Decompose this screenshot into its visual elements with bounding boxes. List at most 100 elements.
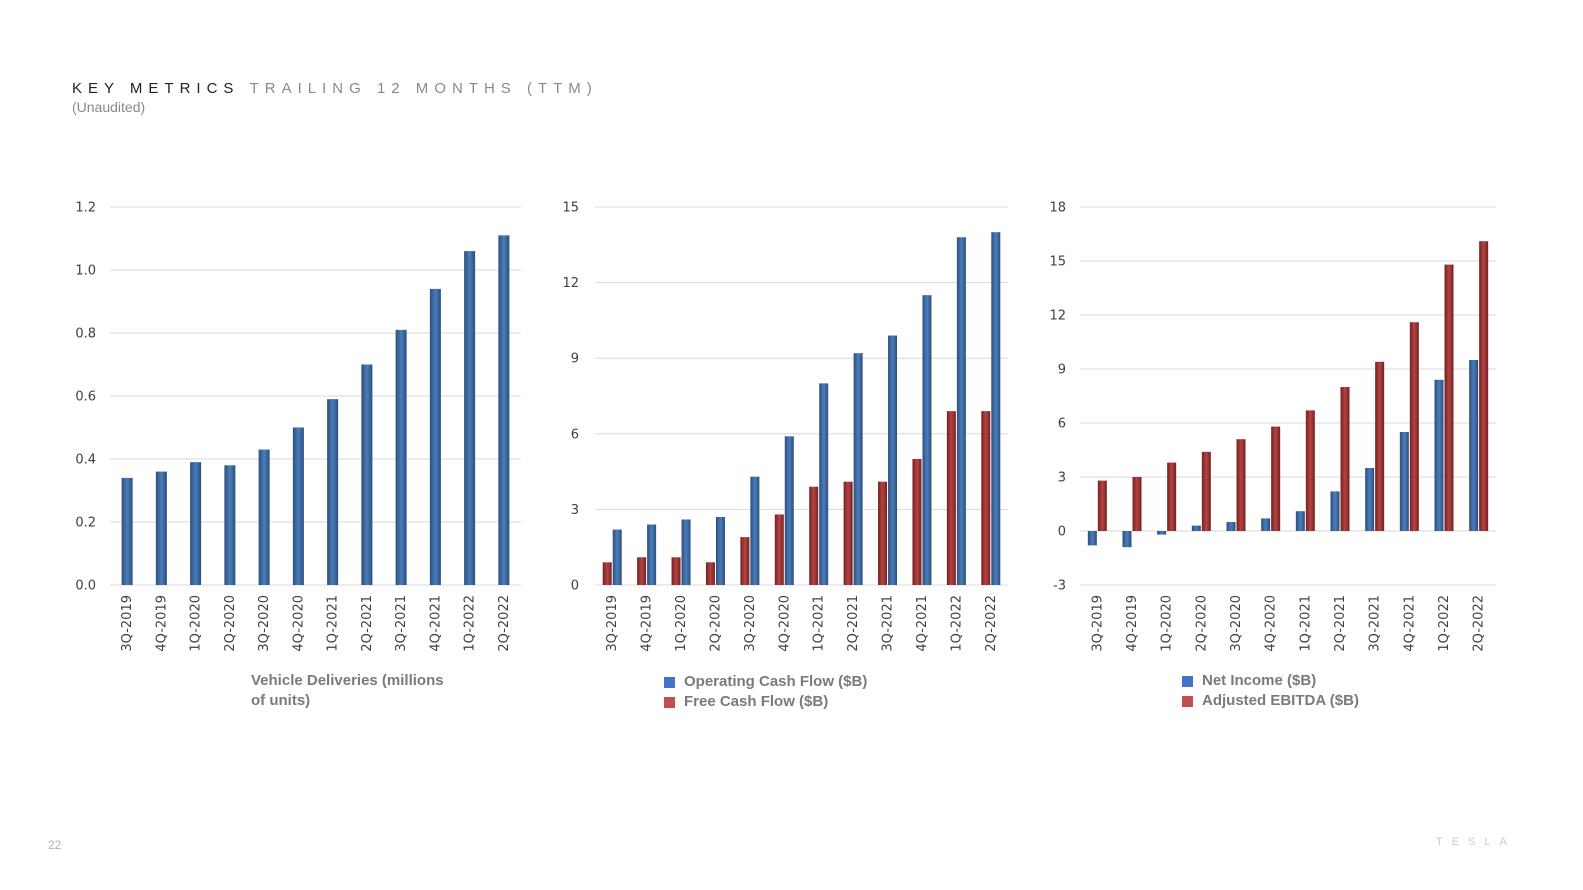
bar-series-2: [809, 486, 819, 585]
x-tick-label: 4Q-2019: [154, 595, 169, 652]
y-tick-label: 1.0: [75, 264, 96, 279]
bar-series-2: [1201, 451, 1211, 531]
bar-series-1: [1295, 511, 1305, 531]
bar-series-2: [1132, 477, 1142, 531]
bar-series-2: [602, 562, 612, 585]
legend-swatch-blue: [664, 676, 675, 688]
y-tick-label: 9: [571, 352, 579, 367]
x-tick-label: 2Q-2020: [708, 595, 723, 652]
y-tick-label: 0: [1058, 525, 1066, 540]
legend-deliveries-line2: of units): [251, 692, 311, 709]
x-tick-label: 3Q-2020: [257, 595, 272, 652]
bar-series-1: [991, 232, 1001, 585]
bar-series-1: [224, 465, 236, 585]
bar-series-1: [498, 235, 510, 585]
y-tick-label: -3: [1053, 579, 1066, 594]
bar-series-1: [1399, 432, 1409, 531]
bar-series-1: [121, 477, 133, 585]
x-tick-label: 4Q-2021: [915, 595, 930, 652]
x-tick-label: 2Q-2020: [1194, 595, 1209, 652]
bar-series-1: [464, 251, 476, 585]
x-tick-label: 1Q-2021: [326, 595, 341, 652]
y-tick-label: 18: [1049, 201, 1066, 216]
x-tick-label: 4Q-2021: [428, 595, 443, 652]
x-tick-label: 4Q-2020: [291, 595, 306, 652]
y-tick-label: 15: [1049, 255, 1066, 270]
x-tick-label: 2Q-2021: [360, 595, 375, 652]
bar-series-1: [327, 399, 339, 585]
legend-label: Net Income ($B): [1202, 672, 1317, 689]
legend-item-net-income: Net Income ($B): [1182, 671, 1359, 691]
bar-series-1: [750, 476, 760, 585]
bar-series-1: [258, 449, 270, 585]
x-tick-label: 2Q-2022: [497, 595, 512, 652]
legend-swatch-red: [1182, 695, 1193, 707]
bar-series-2: [1305, 410, 1315, 531]
y-tick-label: 0.2: [75, 516, 96, 531]
bar-series-1: [888, 335, 898, 585]
bar-series-1: [784, 436, 794, 585]
y-tick-label: 0.4: [75, 453, 96, 468]
bar-series-1: [922, 295, 932, 585]
x-tick-label: 1Q-2020: [674, 595, 689, 652]
y-tick-label: 12: [1049, 309, 1066, 324]
legend-item-adjusted-ebitda: Adjusted EBITDA ($B): [1182, 691, 1359, 711]
x-tick-label: 1Q-2021: [812, 595, 827, 652]
y-tick-label: 3: [571, 503, 579, 518]
bar-series-1: [853, 353, 863, 585]
x-tick-label: 1Q-2021: [1298, 595, 1313, 652]
x-tick-label: 2Q-2020: [223, 595, 238, 652]
x-tick-label: 3Q-2019: [1090, 595, 1105, 652]
y-tick-label: 6: [571, 427, 579, 442]
bar-series-2: [878, 481, 888, 585]
y-tick-label: 0.0: [75, 579, 96, 594]
x-tick-label: 4Q-2020: [777, 595, 792, 652]
x-tick-label: 1Q-2020: [189, 595, 204, 652]
cash-flow-chart: 0 3 6 9 12 15 3Q-2019 4Q-2019 1Q-2020 2Q-2020 3Q-2…: [562, 201, 1008, 652]
y-tick-label: 0: [571, 579, 579, 594]
bar-series-2: [912, 459, 922, 585]
y-tick-label: 3: [1058, 471, 1066, 486]
bar-series-1: [1191, 525, 1201, 531]
bar-series-2: [705, 562, 715, 585]
bar-series-2: [774, 514, 784, 585]
bar-series-1: [292, 427, 304, 585]
page-title: KEY METRICS TRAILING 12 MONTHS (TTM): [72, 80, 598, 97]
bar-series-1: [956, 237, 966, 586]
bar-series-1: [715, 516, 725, 585]
legend-swatch-red: [664, 696, 675, 708]
bar-series-1: [361, 364, 373, 585]
legend-swatch-blue: [1182, 675, 1193, 687]
x-tick-label: 2Q-2022: [984, 595, 999, 652]
bar-series-2: [1375, 361, 1385, 531]
bar-series-1: [612, 529, 622, 585]
x-tick-label: 2Q-2022: [1472, 595, 1487, 652]
legend-deliveries: Vehicle Deliveries (millions of units): [251, 671, 444, 711]
bar-series-1: [1087, 531, 1097, 546]
x-tick-label: 2Q-2021: [846, 595, 861, 652]
legend-income-ebitda: Net Income ($B) Adjusted EBITDA ($B): [1182, 671, 1359, 711]
bar-series-2: [1097, 480, 1107, 531]
y-tick-label: 15: [562, 201, 579, 216]
x-tick-label: 1Q-2022: [1437, 595, 1452, 652]
title-strong: KEY METRICS: [72, 80, 240, 97]
header: KEY METRICS TRAILING 12 MONTHS (TTM) (Un…: [72, 80, 598, 115]
tesla-logo: TESLA: [1436, 836, 1516, 848]
y-tick-label: 12: [562, 276, 579, 291]
bar-series-1: [1434, 379, 1444, 531]
bar-series-1: [819, 383, 829, 585]
bar-series-2: [740, 537, 750, 585]
x-tick-label: 1Q-2020: [1160, 595, 1175, 652]
bar-series-1: [681, 519, 691, 585]
bar-series-1: [155, 471, 167, 585]
x-tick-label: 1Q-2022: [949, 595, 964, 652]
y-tick-label: 0.6: [75, 390, 96, 405]
x-tick-label: 3Q-2020: [1229, 595, 1244, 652]
bar-series-2: [637, 557, 647, 585]
bar-series-1: [647, 524, 657, 585]
legend-deliveries-line1: Vehicle Deliveries (millions: [251, 672, 444, 689]
page-subtitle: (Unaudited): [72, 99, 146, 115]
page-number: 22: [48, 838, 62, 852]
bar-series-2: [1409, 322, 1419, 531]
y-tick-label: 9: [1058, 363, 1066, 378]
